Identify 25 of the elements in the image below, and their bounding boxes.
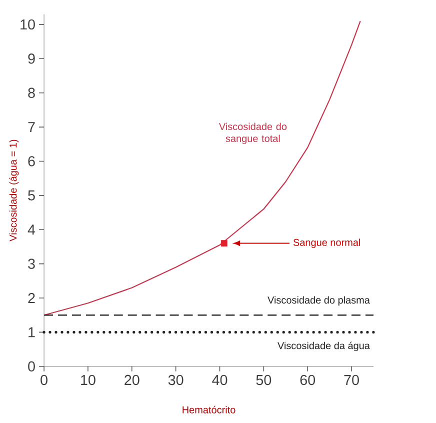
y-tick-label: 1 bbox=[28, 327, 35, 338]
x-tick-label: 10 bbox=[81, 374, 96, 385]
annotation: Sangue normal bbox=[293, 238, 360, 248]
x-tick-label: 50 bbox=[256, 374, 272, 385]
y-tick-label: 2 bbox=[28, 292, 35, 303]
ref-line-label: Viscosidade da água bbox=[278, 342, 370, 352]
x-axis-title: Hematócrito bbox=[182, 406, 236, 414]
y-tick-label: 5 bbox=[28, 190, 35, 200]
y-axis-title: Viscosidade (água = 1) bbox=[9, 140, 19, 242]
x-tick-label: 40 bbox=[212, 374, 228, 385]
ref-line-label: Viscosidade do plasma bbox=[268, 296, 370, 306]
y-tick-label: 9 bbox=[28, 53, 35, 64]
y-tick-label: 7 bbox=[28, 122, 35, 132]
x-tick-label: 60 bbox=[300, 374, 316, 385]
series-label: Viscosidade do sangue total bbox=[218, 122, 287, 144]
y-tick-label: 4 bbox=[28, 224, 36, 234]
x-tick-label: 30 bbox=[168, 374, 184, 385]
x-tick-label: 70 bbox=[344, 374, 359, 385]
y-tick-label: 8 bbox=[28, 88, 35, 98]
y-tick-label: 0 bbox=[28, 361, 35, 372]
y-tick-label: 10 bbox=[20, 19, 35, 30]
y-tick-label: 3 bbox=[28, 258, 35, 269]
x-tick-label: 0 bbox=[40, 374, 48, 385]
x-tick-label: 20 bbox=[124, 374, 140, 385]
y-tick-label: 6 bbox=[28, 156, 35, 166]
